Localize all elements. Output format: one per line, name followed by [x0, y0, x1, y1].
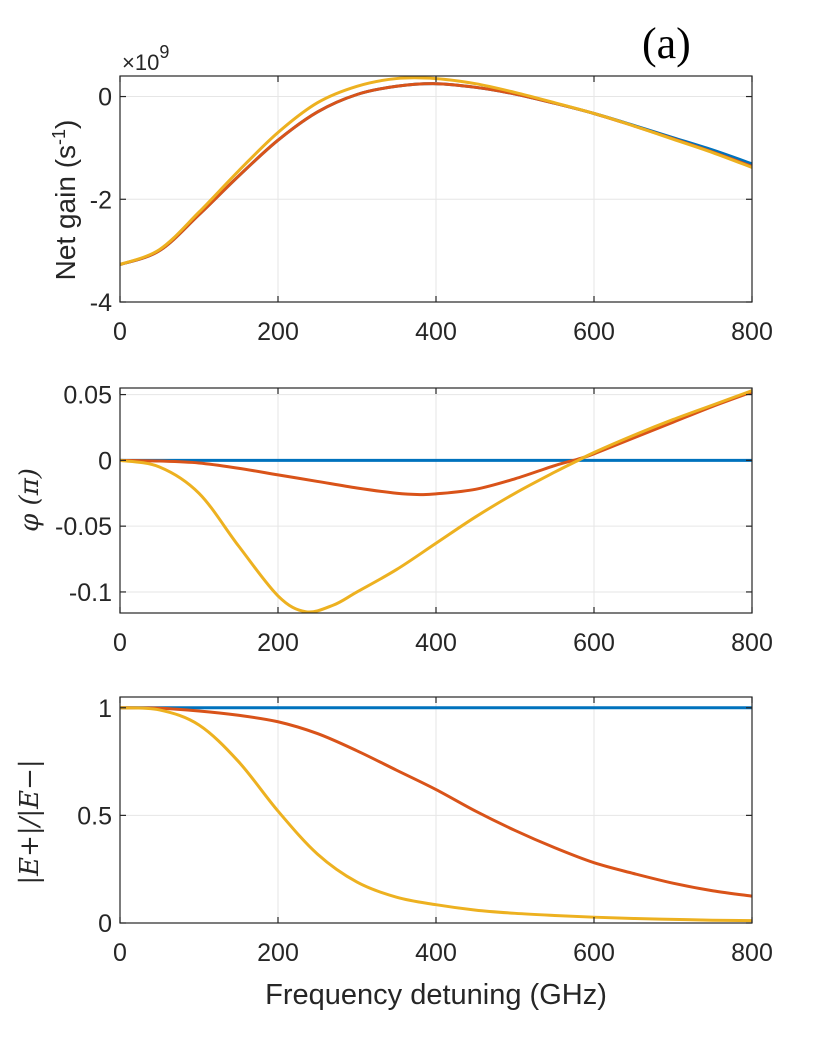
phase-panel: φ (π) 0 200 400 600 800 -0.1 -0.05 0 0.05	[15, 382, 773, 657]
phase-y-axis-label: φ (π)	[15, 468, 45, 532]
gain-x-tick-label: 800	[731, 318, 773, 346]
panel-label: (a)	[642, 19, 691, 68]
phase-x-tick-label: 600	[573, 629, 615, 657]
gain-x-tick-label: 0	[113, 318, 127, 346]
ratio-panel: |E+|/|E−| Frequency detuning (GHz) 0 200 4…	[15, 695, 773, 1011]
gain-y-tick-label: -2	[90, 186, 112, 214]
gain-x-tick-label: 400	[415, 318, 457, 346]
phase-x-tick-label: 200	[257, 629, 299, 657]
gain-y-tick-label: 0	[98, 84, 112, 112]
ratio-y-axis-label: |E+|/|E−|	[15, 759, 45, 884]
ratio-x-tick-label: 400	[415, 939, 457, 967]
ratio-x-tick-label: 200	[257, 939, 299, 967]
phase-y-tick-label: 0	[98, 447, 112, 475]
phase-y-tick-label: -0.1	[69, 579, 112, 607]
x-axis-label: Frequency detuning (GHz)	[265, 979, 607, 1011]
phase-y-tick-label: -0.05	[55, 513, 112, 541]
phase-x-tick-label: 0	[113, 629, 127, 657]
gain-x-tick-label: 200	[257, 318, 299, 346]
ratio-y-tick-label: 1	[98, 695, 112, 723]
ratio-series-yellow	[119, 706, 753, 923]
gain-panel: ×109 Net gain (s-1) 0 200 400 600 800 -4 -2 0	[49, 42, 773, 346]
exponent-label: ×109	[122, 42, 169, 75]
phase-series-yellow	[119, 389, 753, 614]
gain-x-tick-label: 600	[573, 318, 615, 346]
ratio-x-tick-label: 600	[573, 939, 615, 967]
gain-y-axis-label: Net gain (s-1)	[49, 120, 81, 281]
ratio-x-tick-label: 800	[731, 939, 773, 967]
phase-x-tick-label: 800	[731, 629, 773, 657]
phase-series-orange	[119, 390, 753, 497]
gain-y-tick-label: -4	[90, 289, 112, 317]
phase-x-tick-label: 400	[415, 629, 457, 657]
ratio-y-tick-label: 0	[98, 910, 112, 938]
ratio-y-tick-label: 0.5	[77, 802, 112, 830]
phase-y-tick-label: 0.05	[63, 382, 112, 410]
ratio-series-orange	[119, 706, 753, 898]
ratio-x-tick-label: 0	[113, 939, 127, 967]
